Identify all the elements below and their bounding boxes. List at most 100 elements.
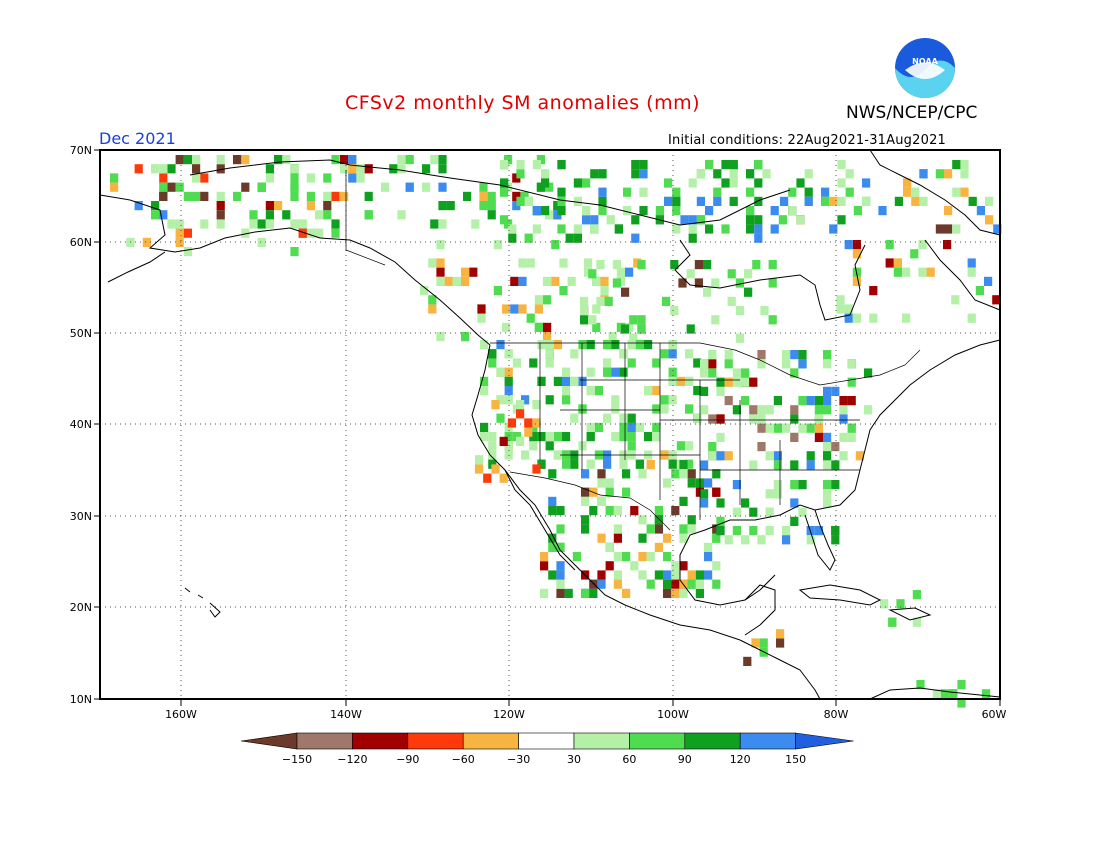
anomaly-cell [743,656,752,666]
anomaly-cell [159,173,168,183]
anomaly-cell [679,533,688,543]
anomaly-cell [545,340,554,350]
anomaly-cell [265,210,274,220]
hispaniola [888,607,932,621]
anomaly-cell [438,201,447,211]
anomaly-cell [565,233,574,243]
anomaly-cell [713,196,722,206]
anomaly-cell [582,215,591,225]
anomaly-cell [949,689,958,699]
anomaly-cell [704,570,713,580]
anomaly-cell [712,469,721,479]
anomaly-cell [590,215,599,225]
anomaly-cell [581,588,590,598]
anomaly-cell [298,219,307,229]
anomaly-cell [508,224,517,234]
anomaly-cell [428,295,437,305]
anomaly-cell [729,160,738,170]
anomaly-cell [582,178,591,188]
anomaly-cell [790,414,799,424]
anomaly-cell [356,173,365,183]
anomaly-cell [487,201,496,211]
anomaly-cell [831,460,840,470]
colorbar-arrow-low [240,732,298,750]
anomaly-cell [553,432,562,442]
anomaly-cell [586,459,595,469]
anomaly-cell [614,224,623,234]
anomaly-cell [671,570,680,580]
anomaly-cell [952,224,961,234]
anomaly-cell [780,196,789,206]
anomaly-cell [869,313,878,323]
anomaly-cell [265,164,274,174]
anomaly-cell [290,219,299,229]
anomaly-cell [993,224,1002,234]
anomaly-cell [627,413,636,423]
anomaly-cell [436,267,445,277]
yucatan [744,584,776,636]
anomaly-cell [814,526,823,536]
gulf-coast [679,469,861,606]
anomaly-cell [524,427,533,437]
anomaly-cell [556,579,565,589]
anomaly-cell [487,210,496,220]
anomaly-cell [581,496,590,506]
initial-conditions-label: Initial conditions: 22Aug2021-31Aug2021 [668,133,947,148]
anomaly-cell [151,201,160,211]
anomaly-cell [696,215,705,225]
anomaly-cell [598,196,607,206]
anomaly-cell [605,542,614,552]
anomaly-cell [852,313,861,323]
anomaly-cell [639,160,648,170]
anomaly-cell [518,258,527,268]
lon-label: 60W [982,708,1007,721]
anomaly-cell [664,178,673,188]
anomaly-cell [518,276,527,286]
anomaly-cell [364,191,373,201]
anomaly-cell [548,533,557,543]
anomaly-cell [545,432,554,442]
anomaly-cell [504,376,513,386]
anomaly-cell [732,377,741,387]
anomaly-cell [290,191,299,201]
anomaly-cell [622,469,631,479]
anomaly-cell [461,276,470,286]
anomaly-cell [134,164,143,174]
anomaly-cell [654,515,663,525]
hawaii [184,587,221,618]
anomaly-cell [823,350,832,360]
lat-label: 10N [70,693,92,706]
anomaly-cell [159,164,168,174]
anomaly-cell [611,404,620,414]
anomaly-cell [639,206,648,216]
anomaly-cell [926,267,935,277]
anomaly-cell [957,680,966,690]
anomaly-cell [548,506,557,516]
anomaly-cell [790,405,799,415]
anomaly-cell [483,473,492,483]
anomaly-cell [888,617,897,627]
colorbar-swatch [462,732,519,750]
anomaly-cell [844,313,853,323]
anomaly-cell [672,196,681,206]
anomaly-cell [716,432,725,442]
lat-label: 70N [70,144,92,157]
anomaly-cell [298,228,307,238]
anomaly-cell [605,506,614,516]
anomaly-cell [896,599,905,609]
anomaly-cell [241,228,250,238]
anomaly-cell [192,191,201,201]
anomaly-cell [729,196,738,206]
anomaly-cell [592,276,601,286]
anomaly-cell [727,296,736,306]
anomaly-cell [512,191,521,201]
anomaly-cell [687,579,696,589]
anomaly-cell [553,201,562,211]
anomaly-cell [654,542,663,552]
anomaly-cell [751,638,760,648]
colorbar-swatch [739,732,796,750]
anomaly-cell [548,469,557,479]
anomaly-cell [536,182,545,192]
anomaly-cell [880,599,889,609]
anomaly-cell [504,349,513,359]
